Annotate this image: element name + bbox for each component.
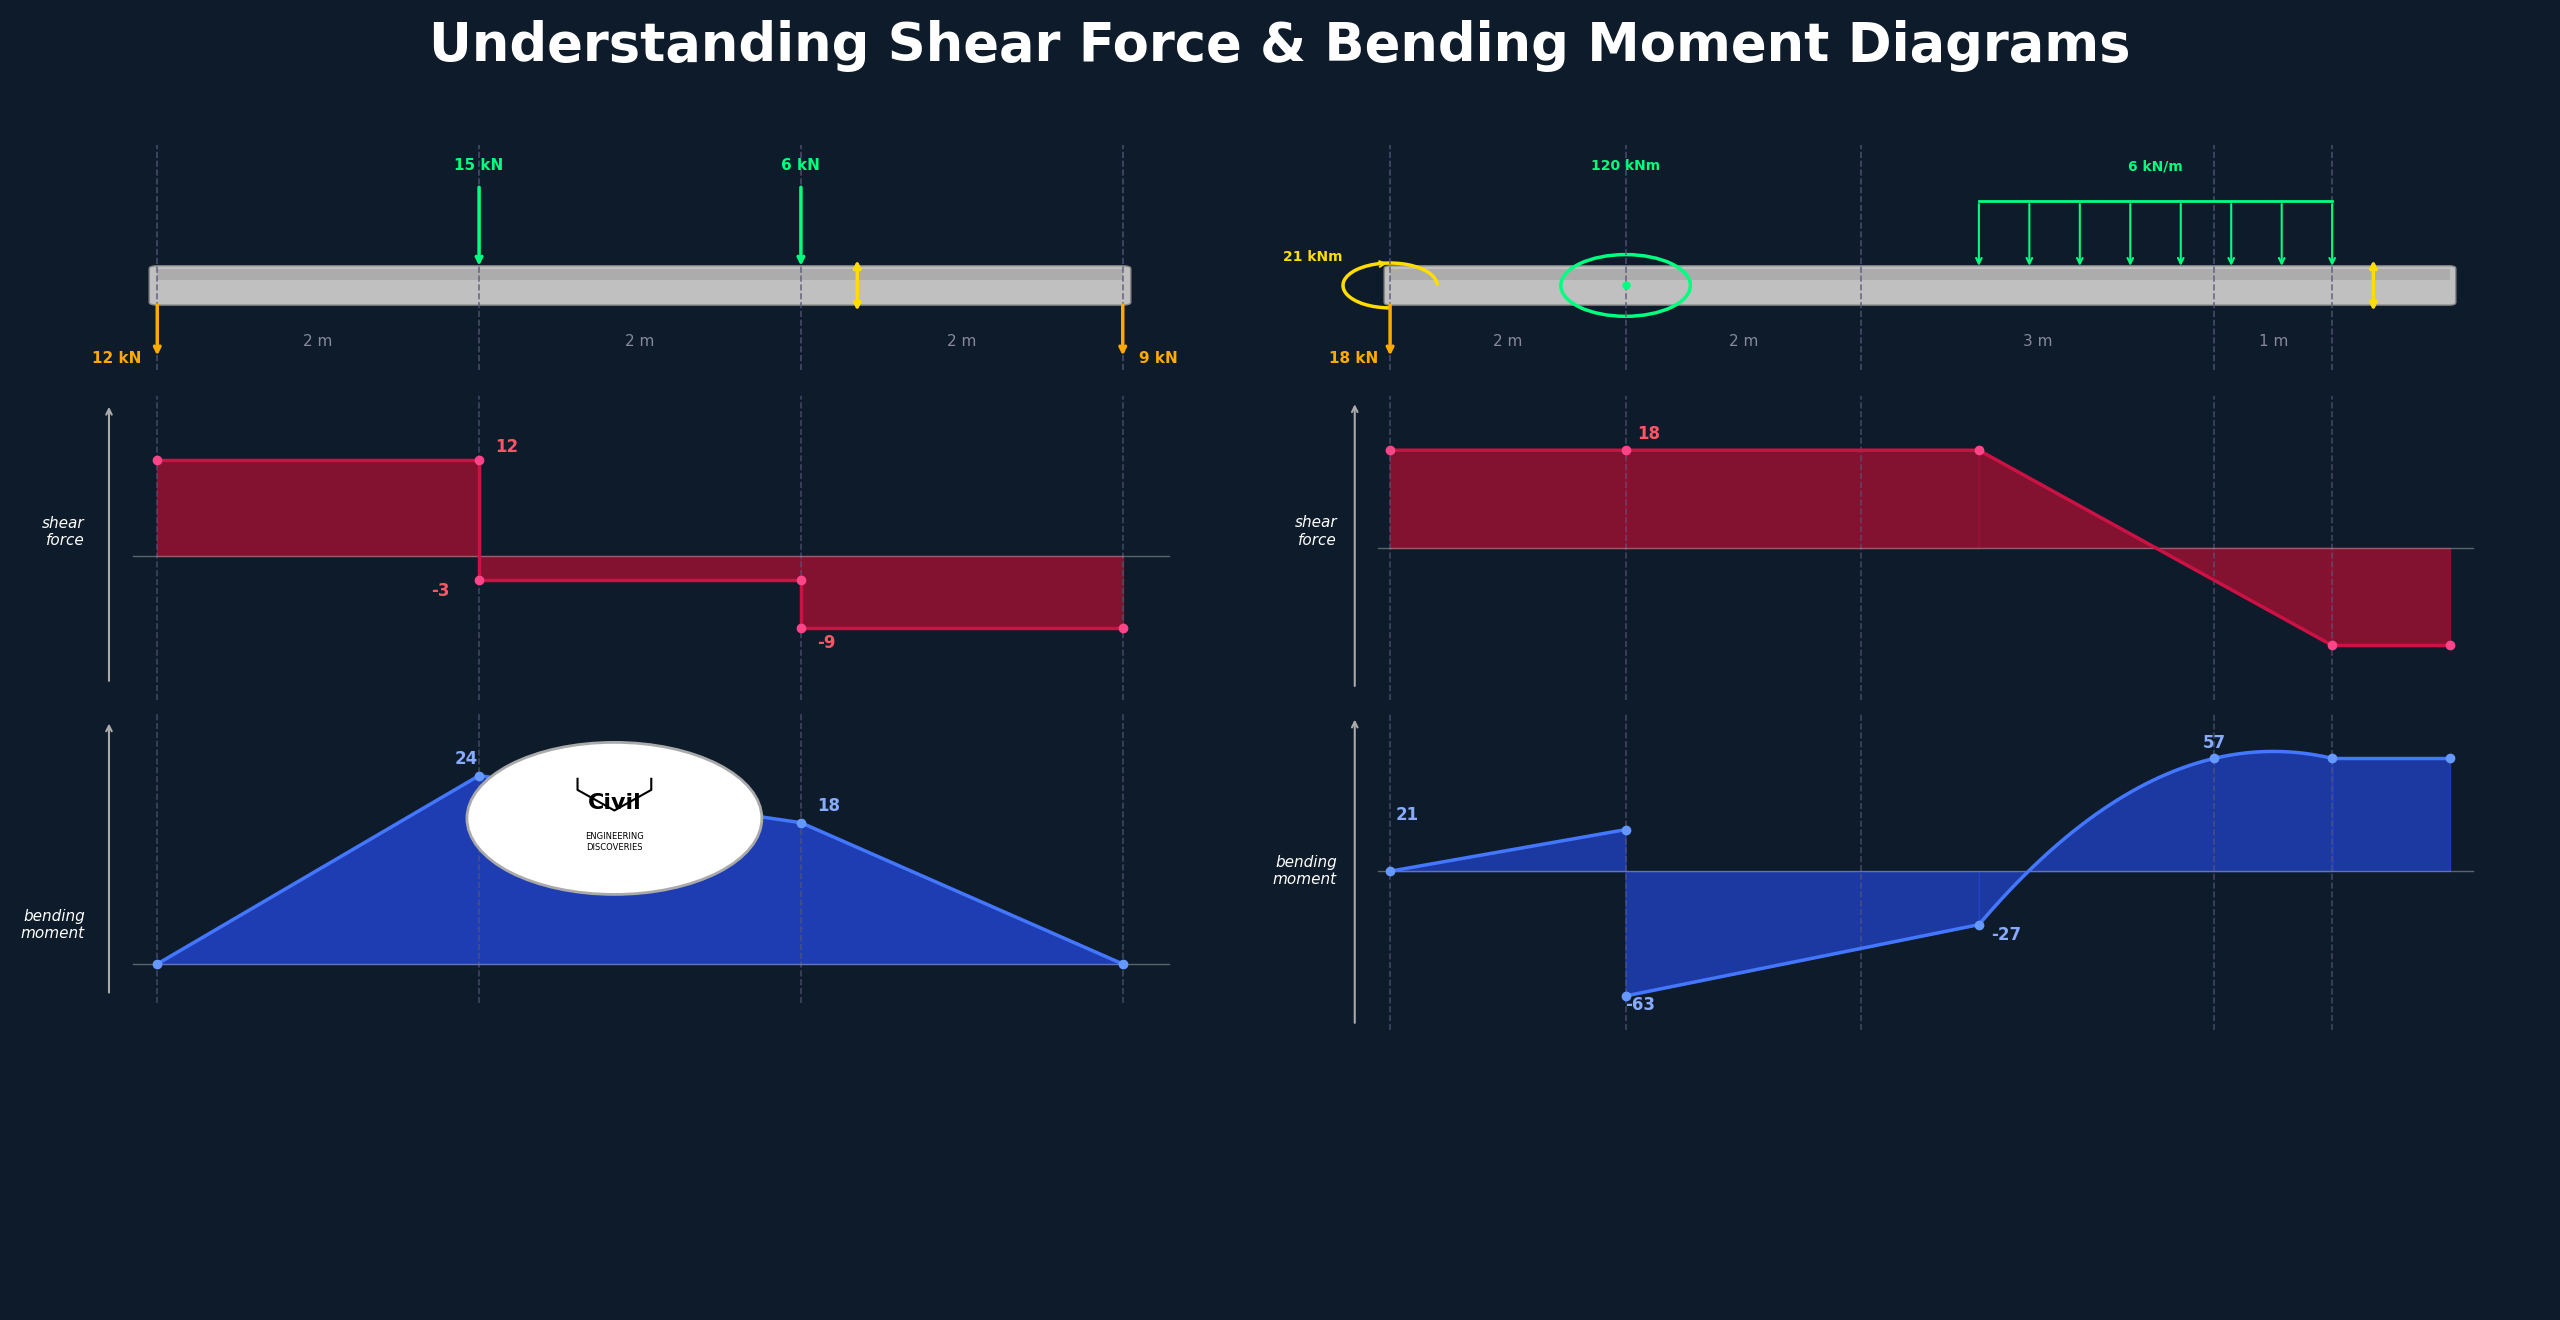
Text: 18 kN: 18 kN <box>1329 351 1377 366</box>
FancyBboxPatch shape <box>1385 265 2455 305</box>
Text: 2 m: 2 m <box>625 334 655 348</box>
Text: 6 kN: 6 kN <box>781 158 819 173</box>
Text: 9 kN: 9 kN <box>1139 351 1178 366</box>
Text: 12 kN: 12 kN <box>92 351 141 366</box>
Circle shape <box>466 742 763 895</box>
Text: 12: 12 <box>494 438 517 455</box>
Text: Civil: Civil <box>589 792 640 813</box>
Text: Understanding Shear Force & Bending Moment Diagrams: Understanding Shear Force & Bending Mome… <box>430 20 2130 73</box>
FancyBboxPatch shape <box>156 269 1124 280</box>
Text: 2 m: 2 m <box>1728 334 1759 348</box>
Text: 24: 24 <box>456 750 479 768</box>
Text: shear
force: shear force <box>1295 515 1336 548</box>
FancyBboxPatch shape <box>1390 269 2450 280</box>
Text: 18: 18 <box>817 797 840 814</box>
Text: shear
force: shear force <box>41 516 84 548</box>
Text: 2 m: 2 m <box>947 334 975 348</box>
Text: -27: -27 <box>1992 927 2020 945</box>
FancyBboxPatch shape <box>148 265 1132 305</box>
Text: ENGINEERING
DISCOVERIES: ENGINEERING DISCOVERIES <box>586 833 643 851</box>
Text: -63: -63 <box>1626 995 1656 1014</box>
Text: 21 kNm: 21 kNm <box>1283 251 1344 264</box>
Text: bending
moment: bending moment <box>1272 855 1336 887</box>
Text: 2 m: 2 m <box>305 334 333 348</box>
Text: bending
moment: bending moment <box>20 908 84 941</box>
Text: 21: 21 <box>1395 805 1418 824</box>
Text: 1 m: 1 m <box>2258 334 2289 348</box>
Text: 18: 18 <box>1638 425 1661 444</box>
Text: 3 m: 3 m <box>2022 334 2053 348</box>
Text: -3: -3 <box>430 582 451 599</box>
Text: -9: -9 <box>817 634 835 652</box>
Text: 120 kNm: 120 kNm <box>1590 160 1661 173</box>
Text: 15 kN: 15 kN <box>456 158 504 173</box>
Text: 6 kN/m: 6 kN/m <box>2127 160 2184 173</box>
Text: 57: 57 <box>2202 734 2225 752</box>
Text: 2 m: 2 m <box>1492 334 1523 348</box>
